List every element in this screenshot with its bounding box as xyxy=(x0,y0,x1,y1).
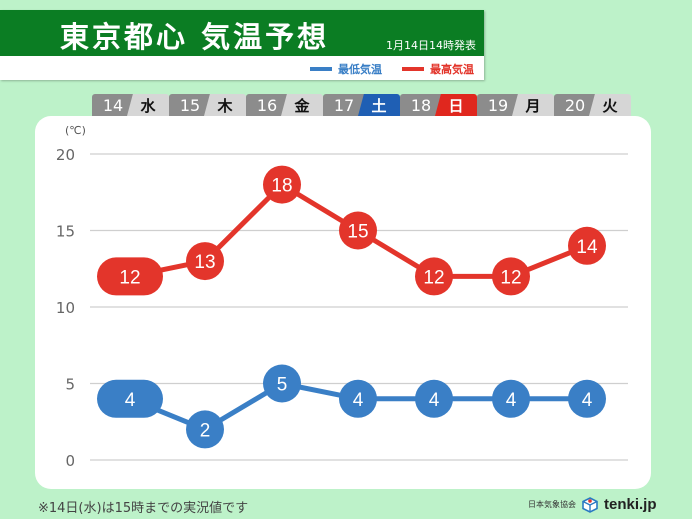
day-date: 20 xyxy=(554,94,596,116)
data-marker xyxy=(492,379,530,418)
title-bar: 東京都心 気温予想 1月14日14時発表 xyxy=(0,10,484,56)
day-weekday: 土 xyxy=(358,94,400,116)
legend-label-low: 最低気温 xyxy=(338,63,382,76)
legend: 最低気温 最高気温 xyxy=(310,61,474,77)
data-marker xyxy=(186,242,224,281)
data-label: 4 xyxy=(506,390,517,411)
day-weekday: 木 xyxy=(204,94,246,116)
issued-timestamp: 1月14日14時発表 xyxy=(386,39,476,52)
chart-card: (℃) 0 5 10 15 20 12 13 18 15 12 12 14 4 2 5 4 4 4 4 xyxy=(35,116,651,489)
data-marker-pill xyxy=(97,379,163,418)
day-date: 17 xyxy=(323,94,365,116)
day-date: 15 xyxy=(169,94,211,116)
data-label: 15 xyxy=(347,222,368,243)
legend-item-high: 最高気温 xyxy=(402,61,474,77)
day-tab-18: 18 日 xyxy=(400,94,477,116)
day-tab-14: 14 水 xyxy=(92,94,169,116)
data-label: 4 xyxy=(125,390,136,411)
y-tick-label: 15 xyxy=(56,223,75,241)
day-weekday: 日 xyxy=(435,94,477,116)
series-high: 12 13 18 15 12 12 14 xyxy=(97,165,606,296)
data-marker xyxy=(186,410,224,449)
legend-bar: 最低気温 最高気温 xyxy=(0,56,484,80)
legend-swatch-low xyxy=(310,67,332,71)
day-weekday: 火 xyxy=(589,94,631,116)
day-tab-19: 19 月 xyxy=(477,94,554,116)
day-weekday: 金 xyxy=(281,94,323,116)
data-label: 2 xyxy=(200,420,211,441)
day-date: 14 xyxy=(92,94,134,116)
data-label: 4 xyxy=(353,390,364,411)
data-marker xyxy=(492,257,530,296)
org-name: 日本気象協会 xyxy=(528,500,576,509)
day-tab-15: 15 木 xyxy=(169,94,246,116)
chart-header: 東京都心 気温予想 1月14日14時発表 最低気温 最高気温 xyxy=(0,10,484,80)
data-label: 13 xyxy=(194,252,215,273)
data-label: 12 xyxy=(423,267,444,288)
data-label: 18 xyxy=(271,176,292,197)
legend-label-high: 最高気温 xyxy=(430,63,474,76)
day-date: 19 xyxy=(477,94,519,116)
legend-swatch-high xyxy=(402,67,424,71)
y-tick-label: 5 xyxy=(65,376,75,394)
day-date: 16 xyxy=(246,94,288,116)
temperature-line-chart: (℃) 0 5 10 15 20 12 13 18 15 12 12 14 4 2 5 4 4 4 4 xyxy=(56,124,628,470)
tenki-logo-icon xyxy=(582,496,598,513)
data-label: 5 xyxy=(277,375,288,396)
data-marker xyxy=(263,165,301,204)
data-marker-pill xyxy=(97,257,163,296)
page-title: 東京都心 気温予想 xyxy=(60,20,330,54)
series-low: 4 2 5 4 4 4 4 xyxy=(97,364,606,449)
data-label: 4 xyxy=(429,390,440,411)
y-tick-label: 20 xyxy=(56,146,75,164)
day-weekday: 月 xyxy=(512,94,554,116)
data-marker xyxy=(568,226,606,265)
footnote: ※14日(水)は15時までの実況値です xyxy=(38,501,249,516)
data-label: 4 xyxy=(582,390,593,411)
day-tab-20: 20 火 xyxy=(554,94,631,116)
day-tabs: 14 水 15 木 16 金 17 土 18 日 19 月 20 火 xyxy=(92,94,631,116)
legend-item-low: 最低気温 xyxy=(310,61,382,77)
data-marker xyxy=(339,211,377,250)
credit: 日本気象協会 tenki.jp xyxy=(528,496,657,513)
data-label: 14 xyxy=(576,237,598,258)
data-marker xyxy=(415,257,453,296)
day-tab-16: 16 金 xyxy=(246,94,323,116)
day-date: 18 xyxy=(400,94,442,116)
day-tab-17: 17 土 xyxy=(323,94,400,116)
y-tick-label: 0 xyxy=(65,452,75,470)
data-marker xyxy=(415,379,453,418)
data-marker xyxy=(263,364,301,403)
day-weekday: 水 xyxy=(127,94,169,116)
y-tick-label: 10 xyxy=(56,299,75,317)
data-marker xyxy=(339,379,377,418)
brand-name: tenki.jp xyxy=(604,496,657,513)
data-label: 12 xyxy=(500,267,521,288)
data-marker xyxy=(568,379,606,418)
y-axis-unit: (℃) xyxy=(65,124,86,137)
data-label: 12 xyxy=(119,267,140,288)
